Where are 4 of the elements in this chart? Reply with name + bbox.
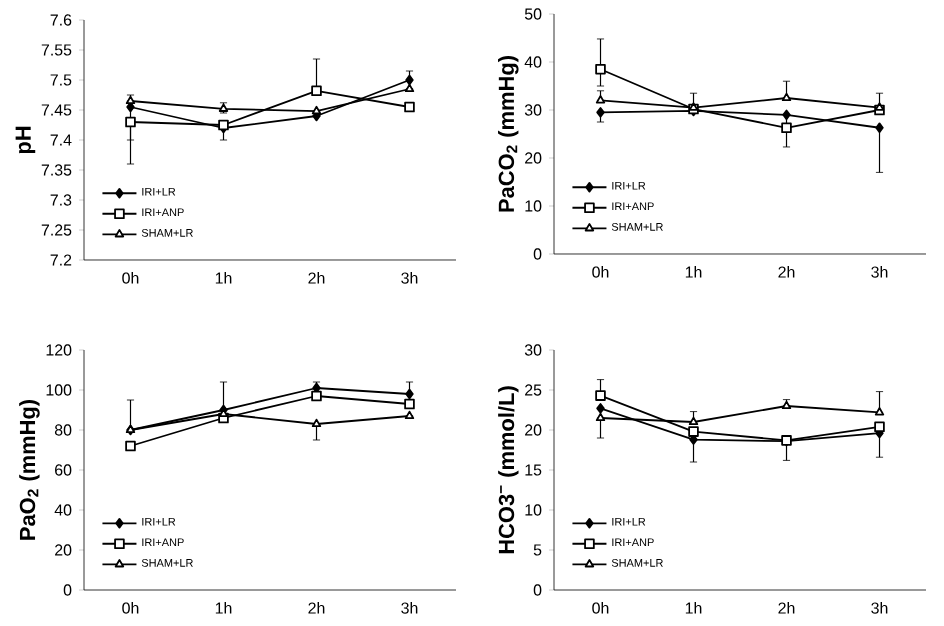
- y-axis-title: HCO3$^{−}$ (mmol/L): [498, 386, 519, 554]
- y-axis-title: pH: [15, 126, 36, 154]
- y-axis-title: PaCO$_{2}$ (mmHg): [498, 56, 519, 212]
- y-axis-title: PaO$_{2}$ (mmHg): [19, 399, 40, 540]
